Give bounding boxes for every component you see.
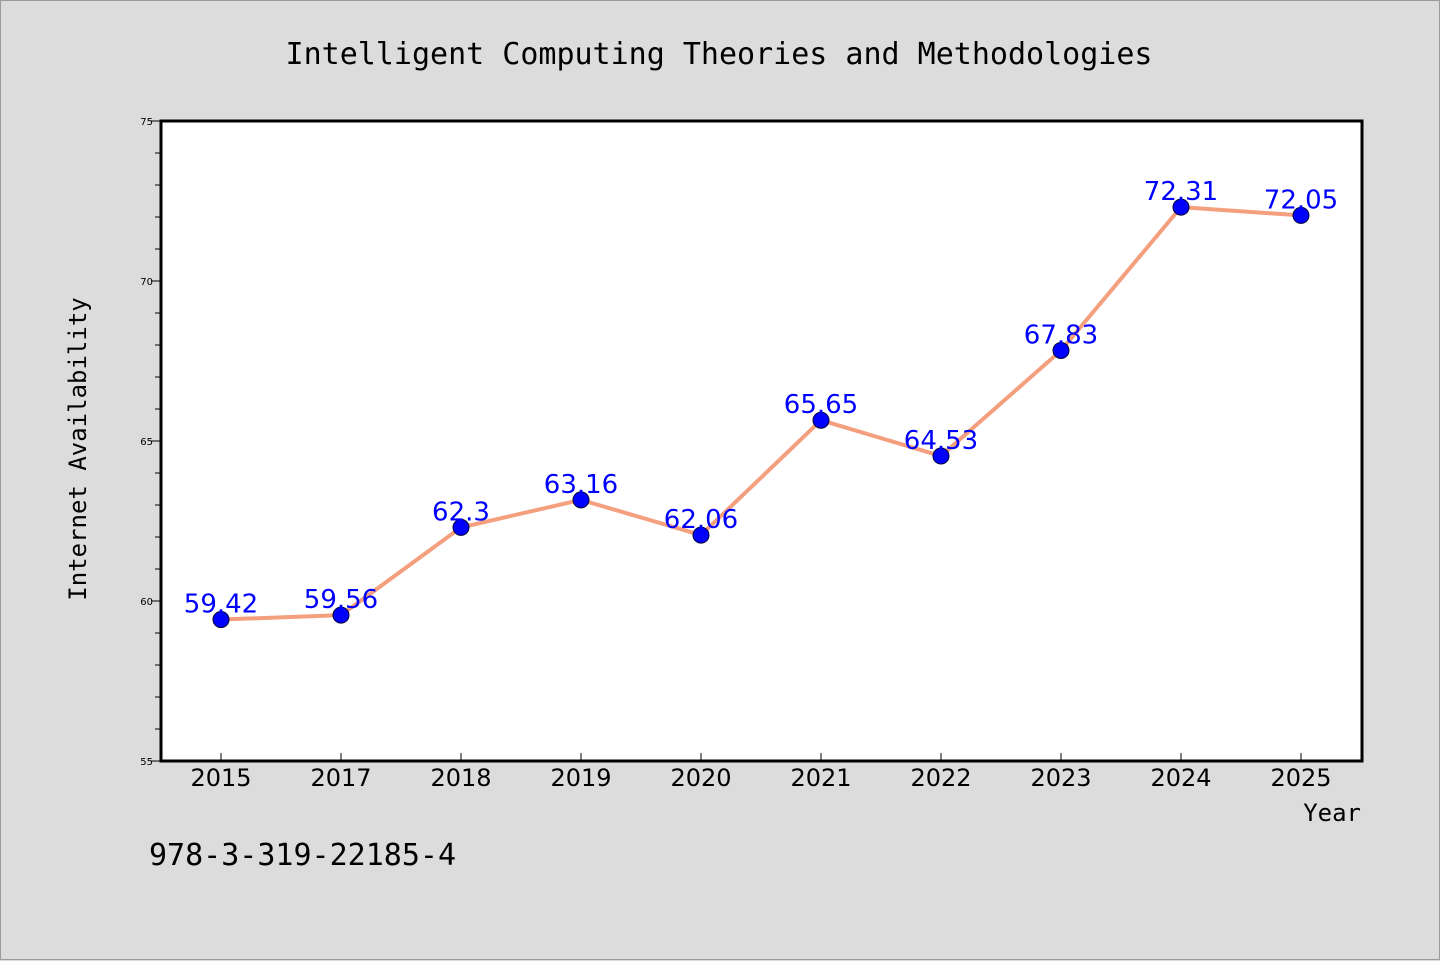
y-tick-label: 65 bbox=[140, 437, 153, 448]
x-tick-label: 2017 bbox=[310, 764, 371, 792]
x-tick-label: 2022 bbox=[910, 764, 971, 792]
data-point bbox=[212, 611, 230, 629]
data-label: 62.06 bbox=[664, 505, 738, 535]
x-tick-label: 2019 bbox=[550, 764, 611, 792]
data-point bbox=[812, 411, 830, 429]
x-tick-label: 2018 bbox=[430, 764, 491, 792]
data-point bbox=[1292, 206, 1310, 224]
data-point bbox=[932, 447, 950, 465]
x-axis-label: Year bbox=[1303, 799, 1361, 827]
data-point bbox=[692, 526, 710, 544]
data-label: 59.56 bbox=[304, 585, 378, 615]
data-point bbox=[452, 518, 470, 536]
data-label: 72.31 bbox=[1144, 177, 1218, 207]
data-label: 64.53 bbox=[904, 426, 978, 456]
x-tick-label: 2024 bbox=[1150, 764, 1211, 792]
data-point bbox=[572, 491, 590, 509]
plot-frame bbox=[159, 119, 1364, 763]
x-tick-label: 2021 bbox=[790, 764, 851, 792]
footnote-isbn: 978-3-319-22185-4 bbox=[149, 838, 456, 873]
plot-area bbox=[161, 121, 1362, 761]
y-tick-label: 75 bbox=[140, 117, 153, 128]
series-markers bbox=[212, 198, 1310, 629]
x-tick-label: 2020 bbox=[670, 764, 731, 792]
x-tick-label: 2023 bbox=[1030, 764, 1091, 792]
data-point bbox=[332, 606, 350, 624]
chart-title: Intelligent Computing Theories and Metho… bbox=[286, 37, 1153, 72]
data-label: 63.16 bbox=[544, 470, 618, 500]
series-line bbox=[220, 205, 1302, 622]
x-axis-ticks: 2015 2017 2018 2019 2020 2021 2022 2023 2024 2025 bbox=[190, 753, 1332, 792]
y-tick-label: 60 bbox=[140, 597, 153, 608]
data-label: 62.3 bbox=[432, 497, 490, 527]
y-axis-label: Internet Availability bbox=[64, 297, 92, 600]
y-tick-label: 55 bbox=[140, 757, 153, 768]
data-label: 72.05 bbox=[1264, 185, 1338, 215]
data-point bbox=[1052, 341, 1070, 359]
y-axis-ticks: 55 60 65 70 75 bbox=[140, 117, 161, 768]
data-point bbox=[1172, 198, 1190, 216]
x-tick-label: 2015 bbox=[190, 764, 251, 792]
x-tick-label: 2025 bbox=[1270, 764, 1331, 792]
y-tick-label: 70 bbox=[140, 277, 153, 288]
data-label: 67.83 bbox=[1024, 320, 1098, 350]
data-label: 59.42 bbox=[184, 590, 258, 620]
data-labels: 59.42 59.56 62.3 63.16 62.06 65.65 64.53 67.83 7… bbox=[184, 177, 1338, 619]
data-label: 65.65 bbox=[784, 390, 858, 420]
